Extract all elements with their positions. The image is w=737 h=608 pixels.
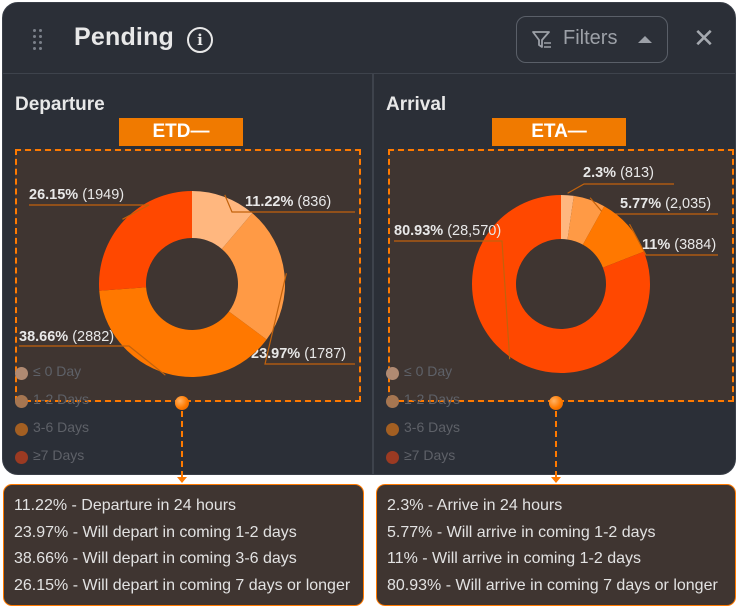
- leader-line: [567, 183, 674, 194]
- leader-line: [19, 345, 166, 376]
- slice-data-label: 38.66% (2882): [19, 329, 114, 345]
- slice-data-label: 23.97% (1787): [251, 346, 346, 362]
- leader-line: [628, 223, 718, 256]
- slice-percent-label: 26.15%: [29, 187, 78, 203]
- slice-percent-label: 80.93%: [394, 223, 443, 239]
- connector-arrow-icon: [177, 477, 187, 483]
- slice-count-label: (1949): [82, 187, 124, 203]
- slice-data-label: 80.93% (28,570): [394, 223, 501, 239]
- legend-dot: [15, 367, 28, 380]
- slice-data-label: 11.22% (836): [245, 194, 331, 210]
- slice-percent-label: 38.66%: [19, 329, 68, 345]
- legend-dot: [386, 367, 399, 380]
- summary-line: 23.97% - Will depart in coming 1-2 days: [14, 523, 297, 541]
- legend-dot: [386, 423, 399, 436]
- legend-label: 1-2 Days: [404, 391, 461, 407]
- slice-data-label: 11% (3884): [642, 237, 716, 253]
- departure-donut-chart: 11.22% (836) 23.97% (1787) 38.66% (2882) 26.15…: [19, 187, 355, 377]
- info-icon[interactable]: i: [187, 27, 213, 53]
- legend-dot: [15, 395, 28, 408]
- connector-arrow-icon: [551, 477, 561, 483]
- legend-label: 3-6 Days: [404, 419, 461, 435]
- slice-count-label: (813): [620, 165, 654, 181]
- legend-dot: [15, 451, 28, 464]
- donut-slice[interactable]: [221, 213, 285, 340]
- donut-slice[interactable]: [192, 191, 253, 249]
- summary-line: 26.15% - Will depart in coming 7 days or…: [14, 576, 351, 594]
- legend-label: ≤ 0 Day: [404, 363, 453, 379]
- departure-summary: 11.22% - Departure in 24 hours 23.97% - …: [3, 484, 364, 606]
- donut-slice[interactable]: [99, 287, 267, 377]
- slice-percent-label: 11%: [642, 237, 670, 253]
- slice-percent-label: 5.77%: [620, 196, 661, 212]
- slice-data-label: 26.15% (1949): [29, 187, 124, 203]
- summary-line: 80.93% - Will arrive in coming 7 days or…: [387, 576, 718, 594]
- legend-dot: [15, 423, 28, 436]
- slice-data-label: 5.77% (2,035): [620, 196, 711, 212]
- filters-button[interactable]: Filters: [516, 16, 668, 63]
- legend-dot: [386, 451, 399, 464]
- departure-title: Departure: [15, 94, 105, 115]
- slice-percent-label: 2.3%: [583, 165, 616, 181]
- summary-line: 2.3% - Arrive in 24 hours: [387, 497, 563, 514]
- slice-percent-label: 23.97%: [251, 346, 300, 362]
- panel-divider: [372, 74, 374, 474]
- summary-line: 38.66% - Will depart in coming 3-6 days: [14, 550, 297, 567]
- leader-line: [29, 204, 150, 220]
- leader-line: [224, 194, 355, 213]
- drag-handle-icon[interactable]: [33, 29, 43, 51]
- donut-slice[interactable]: [561, 195, 574, 240]
- leader-line: [394, 240, 511, 360]
- arrival-panel: Arrival ETA—Today 2.3%(813) 5.77%(2,035) 1…: [374, 74, 735, 474]
- summary-line: 5.77% - Will arrive in coming 1-2 days: [387, 523, 656, 541]
- close-icon[interactable]: ✕: [693, 23, 715, 53]
- departure-chart-box[interactable]: 11.22% (836) 23.97% (1787) 38.66% (2882) 26.15…: [15, 149, 361, 402]
- pending-widget: Pending i Filters ✕ Departure ETD—Today …: [2, 2, 736, 475]
- slice-count-label: (2,035): [665, 196, 711, 212]
- donut-slice[interactable]: [582, 206, 644, 268]
- departure-panel: Departure ETD—Today 11.22%(836) 23.97%(17…: [3, 74, 372, 474]
- donut-slice[interactable]: [567, 195, 605, 245]
- arrival-chart-box[interactable]: 2.3% (813) 5.77% (2,035) 11% (3884) 80.93% (28,…: [388, 149, 734, 402]
- slice-percent-label: 11.22%: [245, 194, 293, 210]
- arrival-summary: 2.3% - Arrive in 24 hours 5.77% - Will a…: [376, 484, 736, 606]
- caret-up-icon: [638, 36, 652, 43]
- connector-pin-icon: [549, 396, 563, 410]
- connector-pin-icon: [175, 396, 189, 410]
- leader-line: [264, 273, 355, 365]
- slice-count-label: (2882): [72, 329, 114, 345]
- legend-dot: [386, 395, 399, 408]
- donut-slice[interactable]: [472, 195, 650, 373]
- summary-line: 11.22% - Departure in 24 hours: [14, 497, 237, 514]
- legend-label: ≤ 0 Day: [33, 363, 82, 379]
- legend-label: ≥7 Days: [33, 447, 85, 463]
- filters-label: Filters: [563, 27, 618, 49]
- slice-data-label: 2.3% (813): [583, 165, 654, 181]
- connector-line: [555, 411, 557, 477]
- filter-icon: [532, 31, 551, 48]
- connector-line: [181, 411, 183, 477]
- legend-label: 3-6 Days: [33, 419, 90, 435]
- etd-today-tag: ETD—Today: [119, 118, 243, 170]
- slice-count-label: (28,570): [447, 223, 501, 239]
- slice-count-label: (3884): [674, 237, 716, 253]
- widget-header: Pending i Filters ✕: [3, 3, 735, 74]
- slice-count-label: (1787): [304, 346, 346, 362]
- legend-label: ≥7 Days: [404, 447, 456, 463]
- arrival-title: Arrival: [386, 94, 447, 115]
- slice-count-label: (836): [297, 194, 331, 210]
- widget-title: Pending: [74, 23, 175, 51]
- eta-today-tag: ETA—Today: [492, 118, 626, 170]
- arrival-donut-chart: 2.3% (813) 5.77% (2,035) 11% (3884) 80.93% (28,…: [394, 165, 718, 373]
- legend-label: 1-2 Days: [33, 391, 90, 407]
- summary-line: 11% - Will arrive in coming 1-2 days: [387, 550, 642, 567]
- donut-slice[interactable]: [99, 191, 192, 291]
